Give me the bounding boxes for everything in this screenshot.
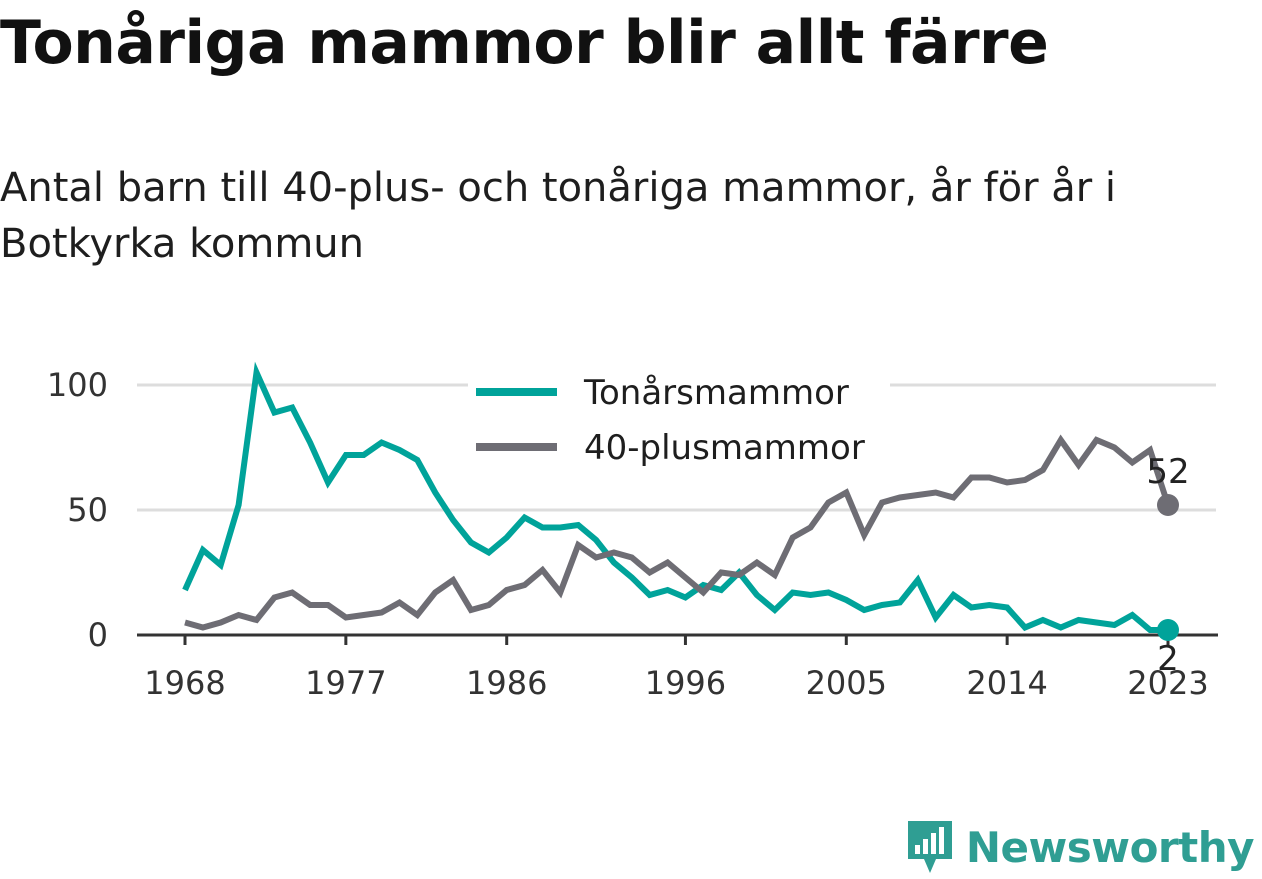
x-tick-label-1977: 1977 bbox=[305, 664, 386, 702]
end-point-forty-plus bbox=[1157, 494, 1179, 516]
y-tick-label-50: 50 bbox=[67, 491, 108, 529]
series-line-forty-plus bbox=[184, 434, 1171, 631]
x-tick-label-1996: 1996 bbox=[645, 664, 726, 702]
x-tick-label-1968: 1968 bbox=[144, 664, 225, 702]
x-tick-label-2014: 2014 bbox=[966, 664, 1047, 702]
x-tick-label-2005: 2005 bbox=[806, 664, 887, 702]
legend-label-teen: Tonårsmammor bbox=[583, 373, 849, 413]
end-label-teen: 2 bbox=[1157, 639, 1179, 679]
newsworthy-logo-icon bbox=[907, 821, 952, 873]
end-label-forty-plus: 52 bbox=[1146, 452, 1189, 492]
y-tick-label-0: 0 bbox=[88, 616, 108, 654]
x-tick-label-1986: 1986 bbox=[466, 664, 547, 702]
chart-subtitle: Antal barn till 40-plus- och tonåriga ma… bbox=[0, 165, 1117, 267]
series-line-teen bbox=[182, 361, 1168, 633]
end-point-teen bbox=[1157, 619, 1179, 641]
brand-name: Newsworthy bbox=[965, 822, 1255, 872]
legend-label-forty-plus: 40-plusmammor bbox=[584, 428, 865, 468]
y-tick-label-100: 100 bbox=[47, 366, 108, 404]
line-chart: 0 50 100 1968 1977 1986 1996 2005 2014 2023 Tonårs… bbox=[47, 361, 1218, 702]
legend-background bbox=[468, 368, 890, 476]
x-tick-label-2023: 2023 bbox=[1127, 664, 1208, 702]
chart-title: Tonåriga mammor blir allt färre bbox=[0, 8, 1049, 78]
brand-logo: Newsworthy bbox=[906, 819, 1255, 875]
